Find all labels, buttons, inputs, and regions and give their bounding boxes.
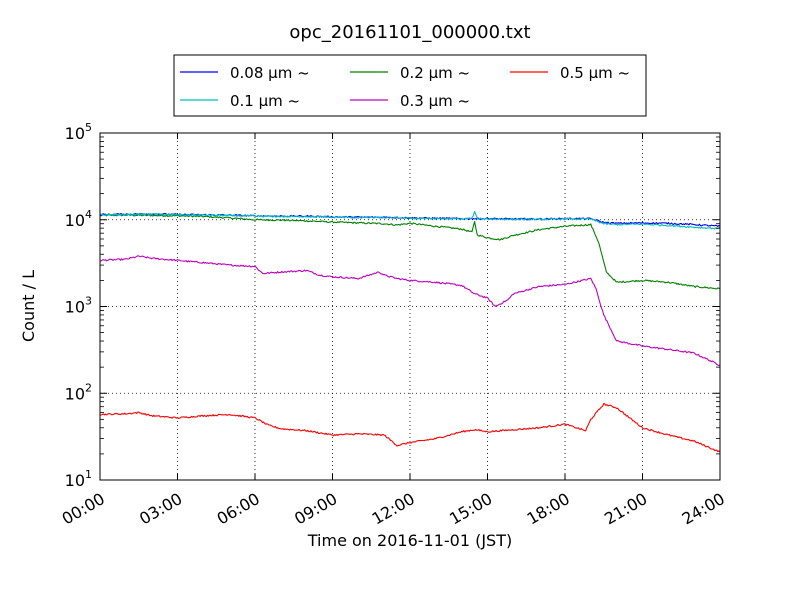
y-tick-exponent: 2 [85, 381, 92, 394]
y-tick-label: 102 [65, 381, 92, 403]
x-tick-labels: 00:00 03:00 06:00 09:00 12:00 15:00 18:00 21:00… [59, 489, 728, 529]
plot-lines [99, 210, 721, 453]
y-axis-label: Count / L [19, 270, 38, 342]
y-tick-base: 10 [65, 124, 85, 143]
legend-label-4: 0.5 μm ~ [560, 64, 630, 82]
x-tick-label: 15:00 [446, 489, 495, 529]
x-tick-label: 18:00 [524, 489, 573, 529]
y-tick-label: 105 [65, 121, 92, 143]
legend: 0.08 μm ~ 0.1 μm ~ 0.2 μm ~ 0.3 μm ~ 0.5 μm … [173, 54, 647, 117]
x-tick-label: 06:00 [214, 489, 263, 529]
y-tick-label: 103 [65, 295, 92, 317]
x-tick-label: 09:00 [291, 489, 340, 529]
y-tick-label: 104 [65, 208, 92, 230]
y-tick-exponent: 1 [85, 468, 92, 481]
y-tick-base: 10 [65, 384, 85, 403]
y-tick-exponent: 3 [85, 295, 92, 308]
grid-lines [99, 132, 721, 481]
y-tick-base: 10 [65, 298, 85, 317]
y-tick-base: 10 [65, 471, 85, 490]
series-line-3 [99, 255, 721, 367]
x-tick-label: 24:00 [679, 489, 728, 529]
x-tick-label: 03:00 [136, 489, 185, 529]
series-line-4 [99, 402, 721, 453]
chart-title: opc_20161101_000000.txt [289, 22, 530, 43]
legend-label-3: 0.3 μm ~ [400, 92, 470, 110]
axis-ticks [99, 132, 721, 481]
legend-box [173, 54, 647, 117]
y-tick-exponent: 5 [85, 121, 92, 134]
x-tick-label: 00:00 [59, 489, 108, 529]
x-axis-label: Time on 2016-11-01 (JST) [307, 531, 512, 550]
x-tick-label: 12:00 [369, 489, 418, 529]
x-tick-label: 21:00 [601, 489, 650, 529]
legend-label-0: 0.08 μm ~ [230, 64, 310, 82]
y-tick-exponent: 4 [85, 208, 92, 221]
series-line-1 [99, 210, 721, 230]
y-tick-base: 10 [65, 211, 85, 230]
legend-label-1: 0.1 μm ~ [230, 92, 300, 110]
legend-label-2: 0.2 μm ~ [400, 64, 470, 82]
series-line-2 [99, 213, 721, 290]
y-tick-label: 101 [65, 468, 92, 490]
